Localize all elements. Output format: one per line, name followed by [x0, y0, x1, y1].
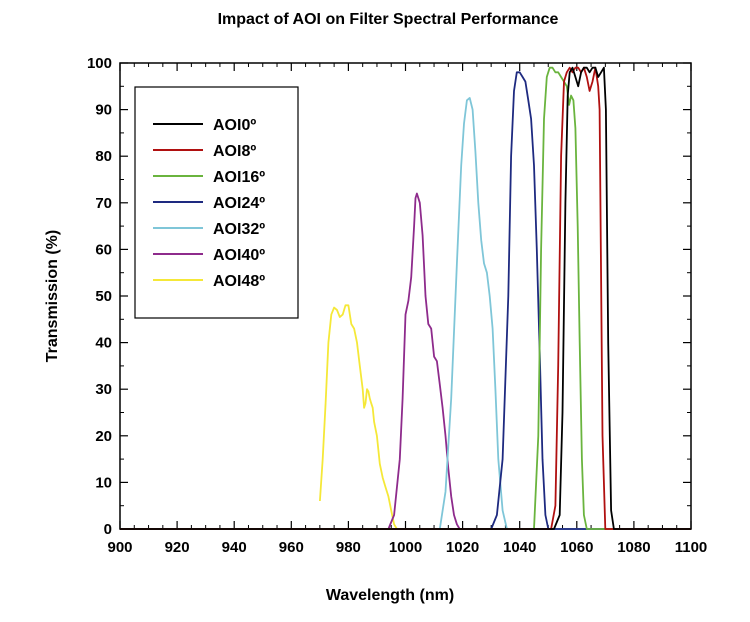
- y-tick-label: 60: [95, 241, 112, 258]
- x-tick-label: 1060: [560, 539, 593, 556]
- series-line-aoi24: [120, 71, 691, 530]
- x-tick-label: 900: [107, 539, 132, 556]
- legend-label: AOI16º: [213, 169, 265, 186]
- legend-label: AOI24º: [213, 195, 265, 212]
- x-axis-label: Wavelength (nm): [326, 587, 454, 604]
- y-tick-label: 80: [95, 148, 112, 165]
- series-line-aoi8: [120, 66, 691, 530]
- x-tick-label: 980: [336, 539, 361, 556]
- legend-label: AOI48º: [213, 273, 265, 290]
- plot-area: 900 920 940 960 980 1000 1020 1040 1060 1080 11000…: [87, 55, 707, 556]
- y-tick-label: 70: [95, 195, 112, 212]
- legend-label: AOI40º: [213, 247, 265, 264]
- x-tick-label: 1040: [503, 539, 536, 556]
- y-tick-label: 90: [95, 102, 112, 119]
- y-tick-label: 50: [95, 288, 112, 305]
- y-tick-label: 0: [104, 521, 112, 538]
- series-line-aoi0: [120, 66, 691, 530]
- y-tick-label: 30: [95, 381, 112, 398]
- y-tick-label: 40: [95, 335, 112, 352]
- legend: AOI0º AOI8º AOI16º AOI24º AOI32º AOI40º AOI48º: [134, 86, 299, 319]
- series-line-aoi40: [120, 192, 691, 530]
- x-tick-label: 1020: [446, 539, 479, 556]
- y-tick-label: 100: [87, 55, 112, 72]
- series-line-aoi48: [319, 304, 398, 530]
- x-tick-label: 1000: [389, 539, 422, 556]
- x-tick-label: 960: [279, 539, 304, 556]
- x-tick-label: 1100: [675, 539, 708, 556]
- legend-label: AOI8º: [213, 143, 256, 160]
- series-line-aoi32: [120, 97, 691, 530]
- x-tick-label: 1080: [617, 539, 650, 556]
- chart-title: Impact of AOI on Filter Spectral Perform…: [218, 11, 559, 28]
- x-tick-label: 940: [222, 539, 247, 556]
- y-tick-label: 10: [95, 474, 112, 491]
- legend-label: AOI32º: [213, 221, 265, 238]
- x-tick-label: 920: [165, 539, 190, 556]
- y-tick-label: 20: [95, 428, 112, 445]
- y-axis-label: Transmission (%): [44, 230, 61, 362]
- legend-label: AOI0º: [213, 117, 256, 134]
